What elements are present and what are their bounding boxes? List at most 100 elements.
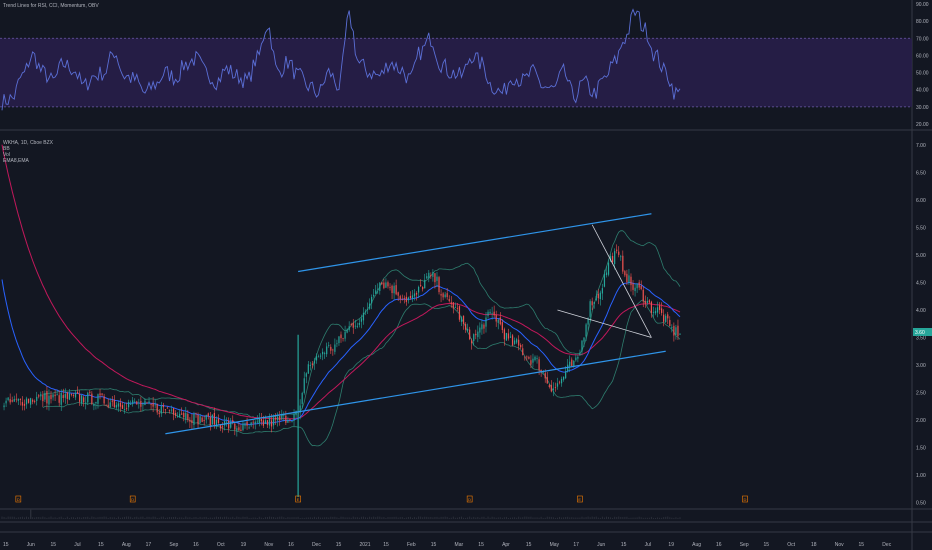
volume-bar: [150, 517, 152, 519]
volume-bar: [391, 517, 393, 519]
volume-bar: [181, 517, 183, 519]
candle-body: [330, 346, 332, 351]
volume-bar: [552, 517, 554, 519]
volume-bar: [105, 516, 107, 519]
candle-body: [338, 336, 340, 344]
volume-bar: [113, 517, 115, 519]
event-marker: [577, 495, 583, 503]
candle-body: [348, 326, 350, 330]
candle-body: [469, 329, 471, 340]
candle-body: [32, 399, 34, 402]
volume-bar: [11, 516, 13, 519]
candle-body: [569, 361, 571, 367]
volume-bar: [289, 517, 291, 519]
candle-body: [340, 334, 342, 339]
time-axis-label: Sep: [169, 542, 178, 548]
volume-bar: [240, 517, 242, 519]
volume-bar: [659, 517, 661, 519]
candle-body: [250, 422, 252, 426]
candle-body: [254, 421, 256, 424]
volume-bar: [422, 517, 424, 519]
candle-body: [546, 377, 548, 384]
candle-body: [211, 414, 213, 425]
candle-body: [509, 336, 512, 338]
candle-body: [207, 413, 209, 417]
event-marker-label: D: [744, 497, 747, 502]
candle-body: [473, 334, 475, 342]
volume-bar: [281, 516, 283, 519]
candle-body: [97, 394, 99, 404]
candle-body: [230, 421, 232, 428]
candle-body: [477, 331, 479, 338]
candle-body: [119, 402, 122, 407]
volume-bar: [491, 516, 493, 519]
candle-body: [475, 333, 477, 336]
candle-body: [317, 356, 320, 358]
candle-body: [409, 295, 412, 299]
volume-bar: [119, 517, 121, 519]
volume-bar: [201, 517, 203, 519]
event-marker: [15, 495, 22, 503]
trend-channel-upper: [298, 213, 652, 273]
volume-bar: [575, 517, 577, 519]
candle-body: [305, 373, 307, 377]
candle-body: [93, 403, 95, 407]
volume-bar: [454, 517, 456, 519]
event-marker-label: E: [297, 497, 300, 502]
volume-bar: [456, 517, 458, 519]
candle-body: [168, 409, 171, 411]
candle-body: [244, 423, 246, 426]
volume-bar: [215, 516, 217, 519]
candle-body: [219, 424, 222, 429]
candle-body: [360, 318, 363, 322]
candle-body: [646, 300, 648, 304]
volume-bar: [344, 517, 346, 519]
volume-bar: [510, 517, 511, 519]
volume-bar: [460, 516, 462, 519]
volume-bar: [654, 517, 656, 519]
volume-bar: [522, 517, 524, 519]
candle-body: [401, 299, 403, 301]
volume-bar: [601, 516, 603, 519]
candle-body: [185, 412, 187, 420]
candle-body: [181, 413, 183, 415]
price-tick-label: 1.50: [916, 446, 926, 452]
candle-body: [387, 282, 389, 287]
volume-bar: [669, 517, 671, 519]
candle-body: [493, 311, 495, 316]
candle-body: [315, 356, 318, 361]
volume-bar: [397, 517, 399, 519]
candle-body: [630, 276, 632, 286]
volume-bar: [612, 517, 614, 519]
volume-bar: [248, 517, 250, 519]
candle-body: [17, 398, 19, 401]
volume-bar: [305, 517, 307, 519]
candle-body: [99, 393, 101, 396]
volume-bar: [379, 516, 381, 519]
candle-body: [85, 402, 87, 404]
candle-body: [293, 413, 295, 421]
candle-body: [195, 413, 197, 415]
candle-body: [501, 322, 503, 330]
volume-bar: [17, 517, 19, 519]
candle-body: [242, 423, 244, 431]
volume-bar: [661, 517, 663, 519]
candle-body: [83, 397, 85, 403]
candle-body: [579, 352, 581, 356]
volume-bar: [21, 516, 23, 519]
volume-bar: [50, 516, 52, 519]
volume-bar: [177, 517, 179, 519]
candle-body: [132, 400, 134, 405]
volume-bar: [407, 516, 409, 519]
candle-body: [91, 393, 93, 404]
candle-body: [642, 289, 644, 302]
volume-bar: [115, 517, 117, 519]
candle-body: [620, 256, 622, 258]
volume-bar: [595, 516, 597, 519]
volume-bar: [483, 516, 485, 519]
time-axis-label: Sep: [740, 542, 749, 548]
time-axis-label: 15: [431, 542, 437, 548]
volume-bar: [26, 516, 28, 519]
candle-body: [499, 317, 501, 325]
